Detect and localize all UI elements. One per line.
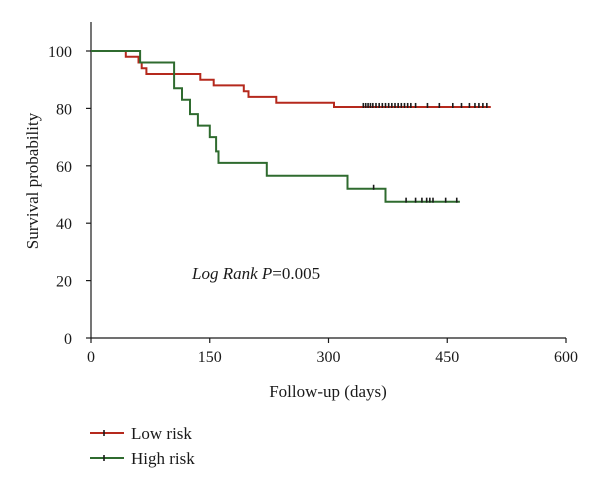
legend-label-high-risk: High risk	[131, 449, 195, 468]
x-axis-ticks: 0 150 300 450 600	[87, 338, 578, 366]
x-tick-label: 150	[198, 349, 222, 366]
x-tick-label: 300	[317, 349, 341, 366]
legend-item-high-risk: High risk	[90, 449, 195, 468]
legend-label-low-risk: Low risk	[131, 424, 192, 443]
series-line-high-risk	[91, 50, 460, 203]
x-tick-label: 0	[87, 349, 95, 366]
series-line-low-risk	[91, 50, 491, 108]
y-tick-label: 40	[56, 216, 72, 233]
y-tick-label: 60	[56, 159, 72, 176]
x-tick-label: 450	[435, 349, 459, 366]
log-rank-italic: Log Rank P	[191, 264, 272, 283]
y-tick-label: 20	[56, 274, 72, 291]
y-tick-label: 100	[48, 44, 72, 61]
log-rank-value: =0.005	[272, 264, 320, 283]
series-layer	[91, 50, 491, 203]
legend-item-low-risk: Low risk	[90, 424, 192, 443]
log-rank-annotation: Log Rank P=0.005	[191, 264, 320, 283]
legend: Low risk High risk	[90, 424, 195, 468]
y-axis-label: Survival probability	[23, 112, 42, 249]
y-tick-label: 80	[56, 101, 72, 118]
x-tick-label: 600	[554, 349, 578, 366]
x-axis-label: Follow-up (days)	[269, 382, 387, 401]
y-axis-ticks: 0 20 40 60 80 100	[48, 44, 91, 348]
y-tick-label: 0	[64, 331, 72, 348]
